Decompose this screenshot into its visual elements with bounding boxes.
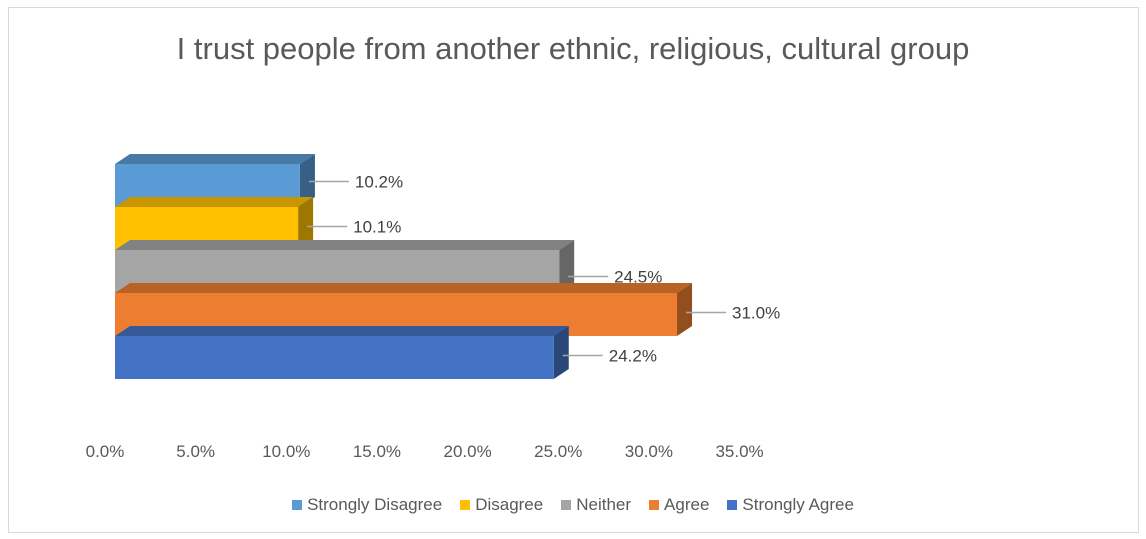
legend: Strongly Disagree Disagree Neither Agree Str… — [0, 495, 1146, 515]
bar-side-face — [298, 197, 314, 250]
bar-side-face — [559, 240, 575, 293]
bar-side-face — [677, 283, 693, 336]
bar-strongly-agree — [115, 326, 569, 379]
legend-label: Disagree — [475, 495, 544, 514]
legend-swatch — [649, 500, 660, 510]
x-tick-label: 25.0% — [534, 442, 582, 461]
x-tick-label: 35.0% — [715, 442, 763, 461]
x-tick-label: 30.0% — [625, 442, 673, 461]
bar-front-face — [115, 336, 554, 379]
bar-top-face — [115, 283, 693, 293]
x-tick-label: 10.0% — [262, 442, 310, 461]
legend-item: Strongly Agree — [727, 495, 854, 515]
legend-item: Agree — [649, 495, 709, 515]
legend-item: Disagree — [460, 495, 543, 515]
bar-top-face — [115, 197, 314, 207]
legend-label: Strongly Agree — [742, 495, 854, 514]
legend-swatch — [460, 500, 471, 510]
x-tick-label: 0.0% — [86, 442, 125, 461]
legend-item: Neither — [561, 495, 631, 515]
legend-item: Strongly Disagree — [292, 495, 442, 515]
legend-swatch — [561, 500, 572, 510]
data-label: 10.1% — [353, 218, 401, 237]
x-tick-label: 20.0% — [443, 442, 491, 461]
legend-label: Neither — [576, 495, 632, 514]
chart-title: I trust people from another ethnic, reli… — [176, 31, 970, 66]
bar-side-face — [553, 326, 569, 379]
x-tick-label: 15.0% — [353, 442, 401, 461]
legend-swatch — [292, 500, 303, 510]
bar-top-face — [115, 154, 315, 164]
bar-top-face — [115, 326, 569, 336]
legend-label: Strongly Disagree — [307, 495, 443, 514]
data-label: 24.5% — [614, 268, 662, 287]
data-label: 24.2% — [609, 347, 657, 366]
bar-side-face — [299, 154, 315, 207]
bar-top-face — [115, 240, 575, 250]
legend-swatch — [727, 500, 738, 510]
data-label: 10.2% — [355, 173, 403, 192]
x-tick-label: 5.0% — [176, 442, 215, 461]
data-label: 31.0% — [732, 304, 780, 323]
legend-label: Agree — [664, 495, 710, 514]
